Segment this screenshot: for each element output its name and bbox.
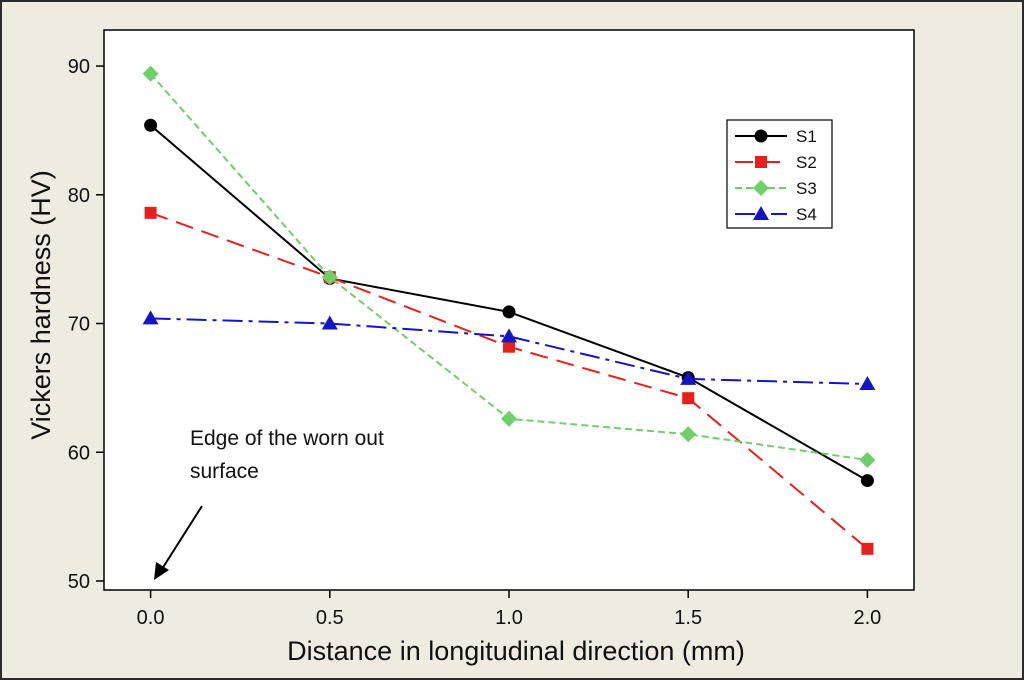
data-point-s4	[501, 328, 517, 343]
data-point-s1	[144, 118, 158, 132]
x-tick-label: 2.0	[854, 607, 882, 629]
series-s2	[144, 206, 874, 555]
data-point-s4	[680, 370, 697, 385]
legend-label: S4	[796, 205, 817, 224]
series-layer	[142, 65, 876, 555]
arrow-icon	[154, 505, 203, 580]
x-tick-label: 1.0	[495, 607, 523, 629]
legend-marker	[755, 156, 767, 168]
y-axis-title: Vickers hardness (HV)	[26, 170, 56, 440]
data-point-s1	[502, 305, 516, 319]
data-point-s2	[682, 392, 695, 405]
data-point-s1	[860, 474, 874, 488]
data-point-s4	[142, 310, 159, 325]
data-point-s3	[142, 65, 159, 82]
legend-label: S2	[796, 153, 817, 172]
data-point-s3	[321, 269, 338, 286]
legend-label: S3	[796, 179, 817, 198]
y-tick-label: 50	[68, 571, 90, 593]
legend: S1 S2 S3 S4	[726, 119, 833, 229]
legend-box	[726, 119, 833, 229]
legend-marker	[753, 206, 769, 220]
x-axis-title: Distance in longitudinal direction (mm)	[287, 636, 745, 666]
data-point-s2	[144, 206, 157, 219]
legend-marker	[753, 180, 769, 196]
x-tick-label: 0.5	[316, 607, 344, 629]
y-tick-label: 90	[68, 56, 90, 78]
annotation-line-1: Edge of the worn out	[190, 427, 384, 450]
y-tick-label: 80	[68, 185, 90, 207]
series-s3	[142, 65, 876, 468]
data-point-s3	[680, 426, 697, 443]
legend-marker	[754, 129, 768, 143]
data-point-s3	[501, 410, 517, 427]
series-line-s4	[150, 317, 868, 386]
y-axis: 50 60 70 80 90	[68, 56, 104, 593]
data-point-s3	[859, 451, 876, 468]
x-axis: 0.0 0.5 1.0 1.5 2.0	[137, 590, 882, 629]
series-s4	[142, 310, 876, 391]
x-tick-label: 0.0	[137, 607, 165, 629]
annotation-line-2: surface	[190, 460, 259, 483]
data-point-s2	[861, 542, 874, 555]
legend-label: S1	[796, 127, 817, 146]
data-point-s4	[859, 376, 876, 391]
x-tick-label: 1.5	[674, 607, 702, 629]
y-tick-label: 70	[68, 314, 90, 336]
data-point-s4	[321, 315, 338, 330]
data-point-s2	[503, 340, 515, 353]
y-tick-label: 60	[68, 442, 90, 464]
